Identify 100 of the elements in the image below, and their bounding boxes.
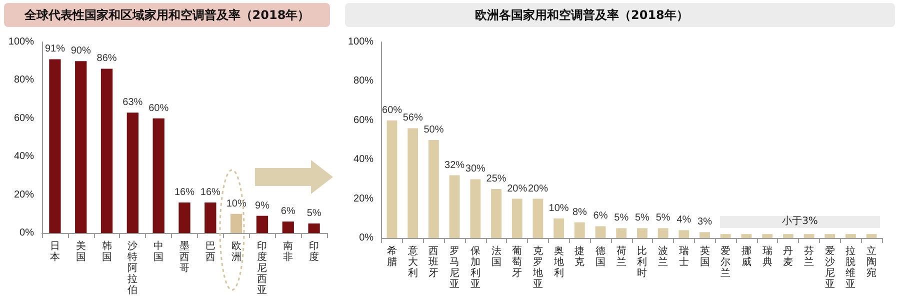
bar xyxy=(256,216,268,233)
data-label: 4% xyxy=(676,214,692,226)
data-label: 5% xyxy=(614,212,629,224)
bar xyxy=(408,128,418,238)
data-label: 90% xyxy=(70,46,91,57)
bar xyxy=(282,222,294,233)
chart-title: 欧洲各国家用和空调普及率（2018年） xyxy=(345,3,895,27)
bar xyxy=(637,228,648,238)
data-label: 8% xyxy=(572,206,587,218)
x-tick-label: 荷兰 xyxy=(616,245,626,268)
x-tick-label: 南非 xyxy=(283,240,294,263)
x-tick-label: 英国 xyxy=(700,245,710,268)
bar xyxy=(554,218,564,238)
bar xyxy=(428,140,439,238)
data-label: 6% xyxy=(280,206,296,218)
x-tick-label: 保加利亚 xyxy=(470,246,480,290)
x-tick-label: 波兰 xyxy=(658,245,668,268)
x-tick-label: 法国 xyxy=(491,245,502,268)
bar xyxy=(720,234,731,238)
x-tick-label: 韩国 xyxy=(102,240,112,263)
x-tick-label: 立陶宛 xyxy=(866,245,877,279)
bar xyxy=(782,234,794,238)
bar xyxy=(595,226,606,238)
data-label: 63% xyxy=(122,97,143,108)
x-tick-label: 葡萄牙 xyxy=(512,245,522,279)
bar xyxy=(512,198,522,238)
bar xyxy=(741,234,752,238)
bar xyxy=(574,222,585,238)
y-tick-label: 20% xyxy=(14,189,34,200)
x-tick-label: 西班牙 xyxy=(428,246,439,279)
y-tick-label: 60% xyxy=(354,114,374,126)
x-tick-label: 爱尔兰 xyxy=(720,245,731,279)
x-tick-label: 墨西哥 xyxy=(180,241,190,274)
x-tick-label: 巴西 xyxy=(205,241,216,263)
bar xyxy=(846,234,856,238)
bar xyxy=(491,189,502,238)
data-label: 91% xyxy=(44,44,66,55)
data-label: 30% xyxy=(465,164,486,175)
bar xyxy=(386,120,398,238)
bar xyxy=(178,202,190,233)
x-tick-label: 爱沙尼亚 xyxy=(824,245,835,290)
data-label: 20% xyxy=(507,183,528,194)
bar xyxy=(126,112,139,233)
data-label: 3% xyxy=(698,216,712,228)
data-label: 56% xyxy=(402,112,423,124)
y-tick-label: 0% xyxy=(359,232,374,244)
y-tick-label: 60% xyxy=(14,112,34,124)
bar xyxy=(470,179,481,238)
data-label: 16% xyxy=(174,186,195,198)
bar xyxy=(152,118,164,233)
x-tick-label: 捷克 xyxy=(574,245,585,268)
x-tick-label: 希腊 xyxy=(387,245,397,268)
bar xyxy=(678,230,690,238)
bar xyxy=(230,214,242,233)
y-tick-label: 100% xyxy=(348,36,374,48)
bar xyxy=(532,198,544,238)
x-tick-label: 奥地利 xyxy=(552,245,564,279)
y-tick-label: 20% xyxy=(354,193,374,204)
y-tick-label: 40% xyxy=(14,151,34,162)
chart-title: 全球代表性国家和区域家用和空调普及率（2018年） xyxy=(4,3,330,27)
data-label: 32% xyxy=(444,160,465,171)
x-tick-label: 比利时 xyxy=(637,245,648,279)
x-tick-label: 罗马尼亚 xyxy=(450,246,460,290)
note-box: 小于3% xyxy=(720,216,880,228)
bar xyxy=(308,223,320,233)
bar xyxy=(100,68,113,233)
data-label: 5% xyxy=(656,212,670,224)
x-tick-label: 德国 xyxy=(596,246,606,268)
x-tick-label: 芬兰 xyxy=(804,245,814,268)
bar xyxy=(204,202,216,233)
data-label: 10% xyxy=(226,198,246,210)
x-tick-label: 瑞士 xyxy=(678,245,689,268)
data-label: 25% xyxy=(486,174,506,184)
x-tick-label: 拉脱维亚 xyxy=(846,245,856,290)
x-tick-label: 意大利 xyxy=(406,245,418,279)
data-label: 86% xyxy=(96,53,117,64)
bar xyxy=(49,59,61,233)
bar xyxy=(658,228,668,238)
bar xyxy=(804,234,814,238)
x-tick-label: 瑞典 xyxy=(762,245,772,268)
bar xyxy=(616,228,627,238)
bar xyxy=(449,175,460,238)
x-tick-label: 挪威 xyxy=(741,245,752,268)
data-label: 5% xyxy=(306,208,322,219)
data-label: 9% xyxy=(255,200,270,212)
y-tick-label: 80% xyxy=(14,74,34,86)
y-tick-label: 80% xyxy=(354,76,374,87)
data-label: 16% xyxy=(200,186,221,198)
x-tick-label: 欧洲 xyxy=(231,241,242,263)
x-tick-label: 美国 xyxy=(76,240,86,263)
x-tick-label: 中国 xyxy=(154,240,164,263)
x-tick-label: 克罗地亚 xyxy=(532,245,543,290)
x-tick-label: 印度 xyxy=(309,240,320,263)
data-label: 50% xyxy=(424,124,444,136)
bar xyxy=(866,234,877,238)
y-tick-label: 0% xyxy=(20,228,34,238)
bar xyxy=(824,234,836,238)
y-tick-label: 100% xyxy=(8,36,34,48)
bar xyxy=(75,61,87,233)
data-label: 10% xyxy=(548,202,569,214)
